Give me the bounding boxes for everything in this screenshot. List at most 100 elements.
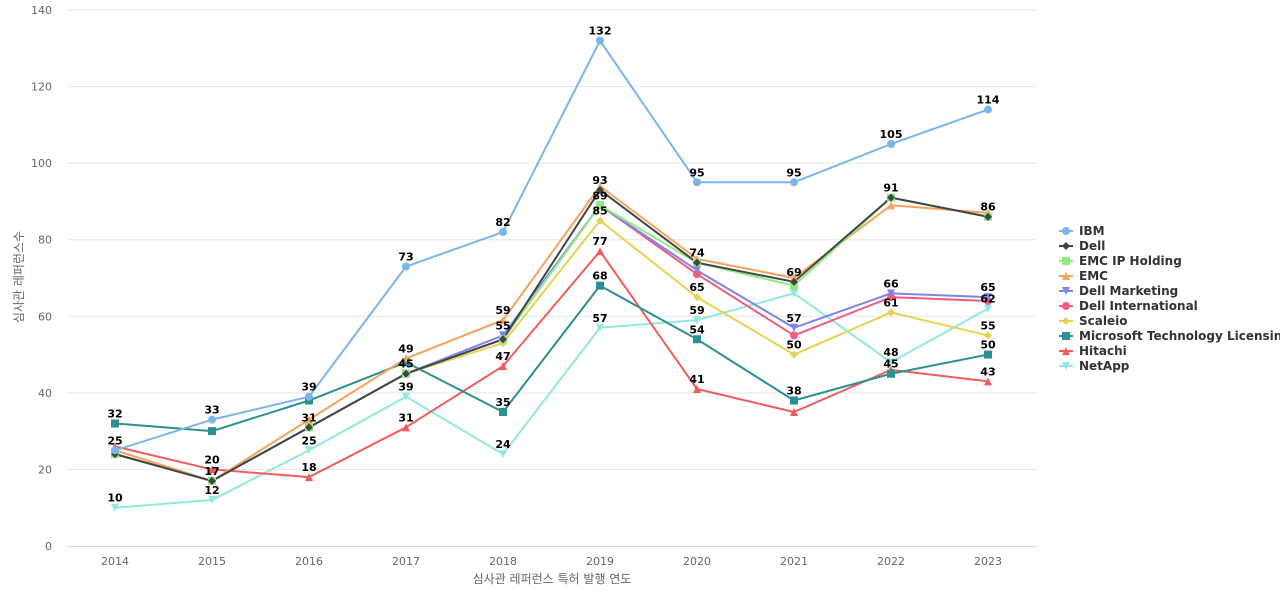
data-label: 55 xyxy=(495,319,510,332)
data-label: 31 xyxy=(398,411,413,424)
data-label: 47 xyxy=(495,350,510,363)
series-line-dell-international xyxy=(114,204,989,482)
legend-marker xyxy=(1062,317,1070,325)
data-label: 132 xyxy=(589,25,612,38)
data-point-ibm xyxy=(790,178,798,187)
data-point-microsoft-technology-licensing xyxy=(111,419,119,428)
legend-item-emc[interactable]: EMC xyxy=(1059,269,1108,283)
legend-item-dell[interactable]: Dell xyxy=(1059,239,1105,253)
y-tick-label: 140 xyxy=(31,4,52,17)
data-label: 35 xyxy=(495,396,510,409)
data-point-ibm xyxy=(499,228,507,237)
data-label: 105 xyxy=(880,128,903,141)
x-tick-label: 2022 xyxy=(877,555,905,568)
data-point-hitachi xyxy=(596,247,604,256)
y-tick-label: 20 xyxy=(38,463,52,476)
data-point-dell-marketing xyxy=(887,289,895,298)
legend-marker xyxy=(1062,347,1070,355)
data-point-emc xyxy=(499,316,507,325)
data-label: 89 xyxy=(592,189,607,202)
data-point-netapp xyxy=(208,496,216,505)
series-markers xyxy=(111,36,992,512)
legend-item-microsoft-technology-licensing[interactable]: Microsoft Technology Licensing xyxy=(1059,329,1280,343)
data-label: 10 xyxy=(107,492,123,505)
x-tick-label: 2014 xyxy=(101,555,129,568)
y-tick-label: 80 xyxy=(38,234,52,247)
data-label: 48 xyxy=(883,346,898,359)
data-point-hitachi xyxy=(984,377,992,386)
data-point-ibm xyxy=(402,262,410,271)
data-label: 65 xyxy=(689,281,704,294)
data-point-netapp xyxy=(111,503,119,512)
legend-marker xyxy=(1062,287,1070,295)
data-label: 33 xyxy=(204,404,219,417)
legend-marker xyxy=(1062,257,1070,265)
legend-marker xyxy=(1062,227,1070,235)
legend-item-dell-marketing[interactable]: Dell Marketing xyxy=(1059,284,1178,298)
y-tick-label: 0 xyxy=(45,540,52,553)
legend-label: EMC xyxy=(1079,269,1108,283)
legend-label: NetApp xyxy=(1079,359,1130,373)
data-point-scaleio xyxy=(790,350,798,359)
legend-label: Hitachi xyxy=(1079,344,1127,358)
data-label: 61 xyxy=(883,296,898,309)
data-label: 50 xyxy=(980,339,996,352)
data-label: 39 xyxy=(301,381,316,394)
legend-item-hitachi[interactable]: Hitachi xyxy=(1059,344,1127,358)
data-point-netapp xyxy=(596,323,604,332)
data-label: 18 xyxy=(301,461,316,474)
data-point-dell xyxy=(790,277,798,286)
data-label: 59 xyxy=(689,304,704,317)
y-axis-title: 심사관 레퍼런스수 xyxy=(12,231,26,323)
data-label: 50 xyxy=(786,339,802,352)
data-point-netapp xyxy=(402,392,410,401)
legend-item-ibm[interactable]: IBM xyxy=(1059,224,1105,238)
data-label: 25 xyxy=(301,434,316,447)
legend-label: Dell xyxy=(1079,239,1105,253)
data-point-emc xyxy=(402,354,410,363)
y-tick-label: 40 xyxy=(38,387,52,400)
data-point-ibm xyxy=(596,36,604,45)
data-label: 45 xyxy=(398,358,413,371)
data-labels: 32 25 10 33 2017 12 39 31 25 18 73 49 45 39 31 82 59 55 47… xyxy=(107,25,999,505)
data-point-hitachi xyxy=(693,385,701,394)
data-point-scaleio xyxy=(596,216,604,225)
legend-marker xyxy=(1062,272,1070,280)
data-point-dell xyxy=(596,185,604,194)
legend-label: Dell Marketing xyxy=(1079,284,1178,298)
data-label: 93 xyxy=(592,174,607,187)
series-line-microsoft-technology-licensing xyxy=(114,284,989,433)
data-point-dell xyxy=(984,212,992,221)
x-axis-title: 심사관 레퍼런스 특허 발행 연도 xyxy=(473,571,632,586)
series-line-netapp xyxy=(114,292,989,509)
data-label: 12 xyxy=(204,484,219,497)
data-label: 49 xyxy=(398,342,413,355)
legend-label: Microsoft Technology Licensing xyxy=(1079,329,1280,343)
data-label: 74 xyxy=(689,247,705,260)
data-point-ibm xyxy=(208,415,216,424)
legend-item-scaleio[interactable]: Scaleio xyxy=(1059,314,1127,328)
data-point-ibm xyxy=(693,178,701,187)
data-point-dell-international xyxy=(790,331,798,340)
y-tick-label: 60 xyxy=(38,310,52,323)
grid-lines xyxy=(67,9,1037,470)
data-point-netapp xyxy=(984,304,992,313)
legend-item-netapp[interactable]: NetApp xyxy=(1059,359,1130,373)
legend-item-dell-international[interactable]: Dell International xyxy=(1059,299,1198,313)
series-line-scaleio xyxy=(114,219,989,482)
data-point-ibm xyxy=(984,105,992,114)
data-label: 45 xyxy=(883,358,898,371)
series-lines xyxy=(114,39,989,509)
data-point-microsoft-technology-licensing xyxy=(499,408,507,416)
data-point-netapp xyxy=(887,358,895,367)
legend-item-emc-ip-holding[interactable]: EMC IP Holding xyxy=(1059,254,1182,268)
data-label: 91 xyxy=(883,182,898,195)
data-label: 95 xyxy=(689,166,704,179)
data-label: 24 xyxy=(495,438,511,451)
data-label: 39 xyxy=(398,381,413,394)
data-point-dell-marketing xyxy=(693,266,701,275)
data-label: 95 xyxy=(786,166,801,179)
data-point-netapp xyxy=(305,446,313,455)
series-line-ibm xyxy=(114,39,989,452)
